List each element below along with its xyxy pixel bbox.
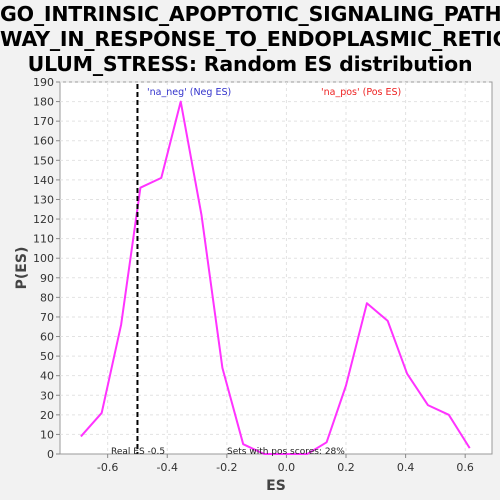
- x-tick-label: -0.4: [157, 461, 178, 474]
- pos-es-label: 'na_pos' (Pos ES): [321, 87, 401, 98]
- plot-area: [59, 81, 493, 455]
- y-tick-label: 70: [40, 311, 54, 324]
- y-tick-label: 50: [40, 350, 54, 363]
- y-tick-label: 190: [33, 76, 54, 89]
- grid-layer: [60, 81, 492, 454]
- x-axis-label: ES: [266, 478, 286, 494]
- series-layer: [80, 100, 471, 455]
- y-tick-label: 110: [33, 233, 54, 246]
- y-tick-label: 170: [33, 115, 54, 128]
- y-tick-label: 130: [33, 193, 54, 206]
- chart-title-line-2: WAY_IN_RESPONSE_TO_ENDOPLASMIC_RETIC: [0, 27, 500, 51]
- x-tick-label: 0.0: [278, 461, 296, 474]
- y-tick-label: 100: [33, 252, 54, 265]
- neg-es-label: 'na_neg' (Neg ES): [147, 87, 231, 98]
- x-tick-label: -0.2: [216, 461, 237, 474]
- y-tick-label: 80: [40, 291, 54, 304]
- pos-scores-annotation: Sets with pos scores: 28%: [227, 447, 345, 457]
- axis-layer: 0 10 20 30 40 50 60 70 80 90 100 110 120 130 140 150 160…: [33, 76, 474, 474]
- y-tick-label: 180: [33, 96, 54, 109]
- x-tick-label: 0.6: [456, 461, 474, 474]
- y-tick-label: 160: [33, 135, 54, 148]
- es-distribution-line: [80, 100, 471, 455]
- y-tick-label: 10: [40, 428, 54, 441]
- chart-title-line-1: GO_INTRINSIC_APOPTOTIC_SIGNALING_PATH: [0, 2, 500, 26]
- y-tick-label: 60: [40, 331, 54, 344]
- y-tick-label: 120: [33, 213, 54, 226]
- y-tick-label: 150: [33, 154, 54, 167]
- y-tick-label: 40: [40, 370, 54, 383]
- real-es-annotation: Real ES -0.5: [111, 447, 165, 457]
- y-tick-label: 20: [40, 409, 54, 422]
- y-axis-label: P(ES): [14, 247, 30, 290]
- chart-title-line-3: ULUM_STRESS: Random ES distribution: [27, 52, 473, 76]
- x-tick-label: -0.6: [97, 461, 118, 474]
- y-tick-label: 30: [40, 389, 54, 402]
- y-tick-label: 90: [40, 272, 54, 285]
- x-tick-label: 0.2: [337, 461, 355, 474]
- x-tick-label: 0.4: [397, 461, 415, 474]
- y-tick-label: 140: [33, 174, 54, 187]
- y-tick-label: 0: [47, 448, 54, 461]
